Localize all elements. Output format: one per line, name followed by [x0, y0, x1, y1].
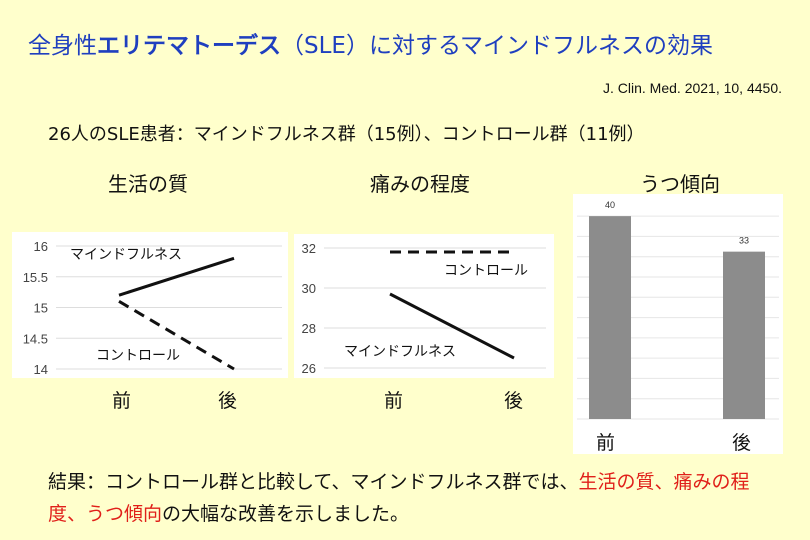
x-label-pre: 前: [384, 390, 404, 412]
x-label-post: 後: [732, 432, 752, 454]
series-line: [118, 300, 235, 371]
y-tick-label: 16: [34, 239, 48, 254]
y-tick-label: 15.5: [23, 270, 48, 285]
page-title: 全身性エリテマトーデス（SLE）に対するマインドフルネスの効果: [28, 33, 714, 59]
chart-title-qol: 生活の質: [108, 172, 188, 196]
series-label: コントロール: [444, 262, 528, 278]
y-tick-label: 28: [302, 321, 316, 336]
data-label: 33: [739, 236, 749, 246]
series-label: マインドフルネス: [344, 343, 456, 359]
subjects-text: 26人のSLE患者：マインドフルネス群（15例）、コントロール群（11例）: [48, 124, 645, 145]
y-tick-label: 14: [34, 362, 48, 377]
chart-depression-svg: 40 33: [577, 200, 779, 420]
data-label: 40: [605, 200, 615, 210]
x-label-pre: 前: [596, 432, 616, 454]
series-line: [118, 256, 235, 297]
chart-depression: 40 33: [573, 194, 783, 454]
series-label: マインドフルネス: [70, 246, 182, 262]
x-label-pre: 前: [112, 390, 132, 412]
y-tick-label: 32: [302, 241, 316, 256]
result-text: 結果：コントロール群と比較して、マインドフルネス群では、生活の質、痛みの程度、う…: [48, 471, 750, 525]
y-tick-label: 15: [34, 301, 48, 316]
x-label-post: 後: [218, 390, 238, 412]
x-label-post: 後: [504, 390, 524, 412]
series-label: コントロール: [96, 347, 180, 363]
y-tick-label: 30: [302, 281, 316, 296]
series-line: [389, 292, 515, 360]
chart-pain: 32 30 28 26 コントロールマインドフルネス: [294, 234, 554, 378]
chart-title-depression: うつ傾向: [640, 172, 720, 196]
y-tick-label: 14.5: [23, 331, 48, 346]
chart-title-pain: 痛みの程度: [370, 172, 470, 196]
bar: [723, 251, 765, 419]
y-tick-label: 26: [302, 361, 316, 376]
chart-qol: 16 15.5 15 14.5 14 マインドフルネスコントロール: [12, 232, 288, 378]
bar: [589, 216, 631, 419]
citation: J. Clin. Med. 2021, 10, 4450.: [603, 80, 782, 96]
